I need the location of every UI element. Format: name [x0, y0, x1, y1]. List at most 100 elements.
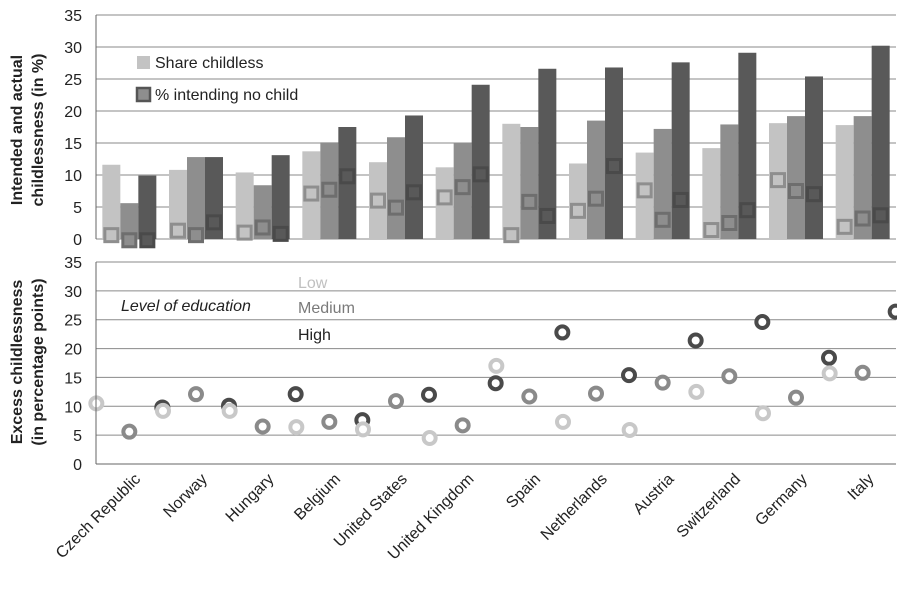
x-category-label: Hungary	[223, 471, 278, 526]
legend-level-title: Level of education	[121, 298, 251, 315]
point-medium-excess-childlessness	[321, 413, 338, 430]
bar-medium-share-childless	[653, 128, 672, 239]
top-y-tick-label: 5	[73, 200, 82, 217]
marker-high-intending-no-child	[139, 232, 156, 249]
bottom-y-tick-label: 5	[73, 428, 82, 445]
bar-low-share-childless	[169, 169, 187, 239]
x-category-label: Netherlands	[538, 471, 611, 544]
points-layer	[88, 303, 897, 447]
marker-medium-intending-no-child	[388, 199, 404, 216]
bar-medium-share-childless	[387, 137, 405, 239]
top-y-tick-label: 35	[64, 8, 82, 25]
x-category-label: Italy	[845, 471, 878, 504]
marker-high-intending-no-child	[206, 214, 222, 231]
top-ylabel-line1: Intended and actual	[9, 55, 26, 205]
top-y-tick-label: 30	[64, 40, 82, 57]
bottom-legend: Level of education Low Medium High	[121, 275, 355, 344]
point-high-excess-childlessness	[821, 349, 837, 366]
bar-high-share-childless	[871, 45, 890, 239]
legend-share-childless-swatch	[137, 56, 150, 69]
point-medium-excess-childlessness	[454, 417, 471, 434]
bar-medium-share-childless	[787, 116, 805, 239]
marker-medium-intending-no-child	[254, 219, 271, 236]
point-medium-excess-childlessness	[654, 374, 671, 391]
marker-low-intending-no-child	[770, 172, 786, 189]
marker-low-intending-no-child	[636, 182, 653, 199]
x-category-label: Spain	[503, 471, 544, 512]
point-low-excess-childlessness	[155, 402, 171, 419]
point-medium-excess-childlessness	[588, 385, 604, 402]
bar-medium-share-childless	[187, 157, 205, 239]
bar-high-share-childless	[471, 84, 490, 239]
legend-low-label: Low	[298, 275, 328, 292]
bottom-y-tick-label: 10	[64, 399, 82, 416]
point-medium-excess-childlessness	[521, 388, 538, 405]
x-category-label: Austria	[630, 471, 677, 518]
point-medium-excess-childlessness	[121, 423, 138, 440]
marker-high-intending-no-child	[472, 166, 489, 183]
bar-high-share-childless	[605, 67, 623, 239]
bar-high-share-childless	[271, 155, 290, 239]
bottom-y-tick-label: 25	[64, 313, 82, 330]
point-low-excess-childlessness	[288, 419, 305, 436]
point-medium-excess-childlessness	[854, 364, 871, 381]
marker-medium-intending-no-child	[788, 183, 804, 199]
top-y-tick-label: 20	[64, 104, 82, 121]
point-high-excess-childlessness	[687, 332, 704, 349]
top-y-tick-label: 25	[64, 72, 82, 89]
point-high-excess-childlessness	[487, 375, 504, 392]
marker-high-intending-no-child	[272, 225, 289, 242]
legend-share-childless-label: Share childless	[155, 55, 264, 72]
x-category-label: Norway	[160, 471, 210, 521]
x-category-label: Switzerland	[674, 471, 745, 542]
marker-low-intending-no-child	[370, 192, 386, 209]
point-high-excess-childlessness	[421, 386, 437, 403]
top-ylabel-line2: childlessness (in %)	[30, 54, 47, 207]
marker-high-intending-no-child	[606, 158, 622, 175]
point-low-excess-childlessness	[688, 383, 705, 400]
bottom-y-tick-label: 15	[64, 370, 82, 387]
legend-intending-swatch	[135, 86, 152, 103]
point-medium-excess-childlessness	[188, 386, 204, 403]
point-high-excess-childlessness	[621, 367, 637, 384]
point-high-excess-childlessness	[287, 386, 304, 403]
marker-low-intending-no-child	[236, 224, 253, 241]
point-medium-excess-childlessness	[388, 393, 404, 410]
marker-low-intending-no-child	[103, 227, 120, 244]
bar-high-share-childless	[538, 68, 557, 239]
point-low-excess-childlessness	[555, 413, 571, 430]
point-medium-excess-childlessness	[254, 418, 271, 435]
marker-low-intending-no-child	[436, 189, 453, 206]
marker-medium-intending-no-child	[454, 179, 471, 196]
marker-high-intending-no-child	[339, 168, 356, 185]
bottom-ylabel-line1: Excess childlessness	[9, 280, 26, 445]
bar-low-share-childless	[835, 125, 854, 239]
bottom-y-tick-label: 30	[64, 284, 82, 301]
marker-high-intending-no-child	[739, 202, 756, 219]
marker-high-intending-no-child	[539, 207, 556, 224]
marker-high-intending-no-child	[672, 191, 689, 208]
bar-medium-share-childless	[120, 203, 139, 239]
markers-layer	[103, 158, 889, 249]
point-medium-excess-childlessness	[788, 389, 804, 406]
point-high-excess-childlessness	[554, 324, 571, 341]
legend-high-label: High	[298, 327, 331, 344]
point-low-excess-childlessness	[821, 365, 838, 382]
axes-layer	[95, 15, 896, 465]
bar-high-share-childless	[671, 62, 690, 239]
marker-high-intending-no-child	[872, 207, 889, 224]
bar-medium-share-childless	[720, 124, 739, 239]
bar-high-share-childless	[138, 175, 157, 239]
point-low-excess-childlessness	[221, 402, 238, 419]
bar-high-share-childless	[405, 115, 423, 239]
bar-high-share-childless	[805, 76, 823, 239]
bar-medium-share-childless	[853, 116, 872, 239]
marker-medium-intending-no-child	[588, 190, 604, 207]
point-high-excess-childlessness	[754, 314, 771, 331]
bottom-y-tick-label: 20	[64, 342, 82, 359]
x-category-label: Czech Republic	[53, 471, 144, 562]
bar-low-share-childless	[569, 163, 587, 239]
legend-medium-label: Medium	[298, 300, 355, 317]
legend-intending-label: % intending no child	[155, 87, 298, 104]
